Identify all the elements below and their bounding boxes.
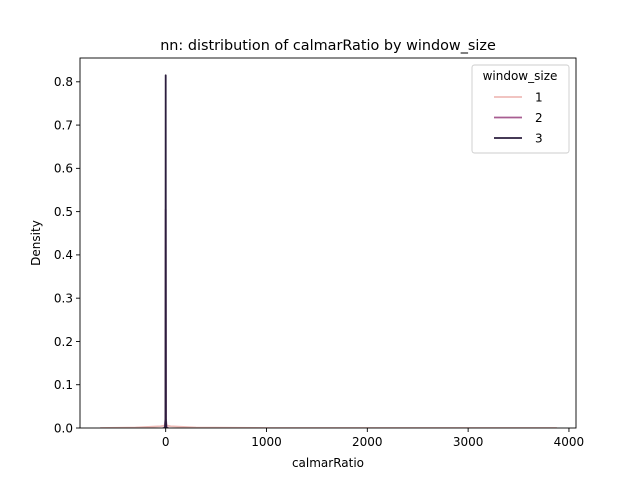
legend: window_size 1 2 3	[471, 64, 570, 154]
y-tick-label: 0.7	[54, 118, 73, 132]
x-tick-label: 4000	[554, 435, 585, 449]
y-tick-label: 0.6	[54, 162, 73, 176]
y-tick-label: 0.5	[54, 205, 73, 219]
plot-frame	[79, 57, 577, 429]
y-tick-label: 0.3	[54, 291, 73, 305]
y-axis-label: Density	[29, 220, 43, 266]
legend-title: window_size	[483, 69, 558, 83]
legend-entries: 1 2 3	[494, 90, 543, 145]
series-line-3	[163, 74, 168, 428]
legend-label-1: 1	[535, 90, 543, 104]
x-axis: 0 1000 2000 3000 4000	[162, 428, 584, 449]
legend-label-3: 3	[535, 131, 543, 145]
x-tick-label: 0	[162, 435, 170, 449]
x-tick-label: 1000	[251, 435, 282, 449]
y-tick-label: 0.2	[54, 335, 73, 349]
plot-area	[79, 57, 577, 429]
legend-label-2: 2	[535, 111, 543, 125]
y-axis: 0.0 0.1 0.2 0.3 0.4 0.5 0.6 0.7 0.8	[54, 75, 80, 435]
series-layer	[100, 74, 557, 428]
y-tick-label: 0.4	[54, 248, 73, 262]
x-tick-label: 2000	[352, 435, 383, 449]
y-tick-label: 0.1	[54, 378, 73, 392]
y-tick-label: 0.8	[54, 75, 73, 89]
x-axis-label: calmarRatio	[292, 456, 364, 470]
x-tick-label: 3000	[453, 435, 484, 449]
chart-title: nn: distribution of calmarRatio by windo…	[160, 38, 496, 54]
series-line-1	[100, 424, 557, 428]
y-tick-label: 0.0	[54, 421, 73, 435]
legend-box	[471, 64, 570, 154]
